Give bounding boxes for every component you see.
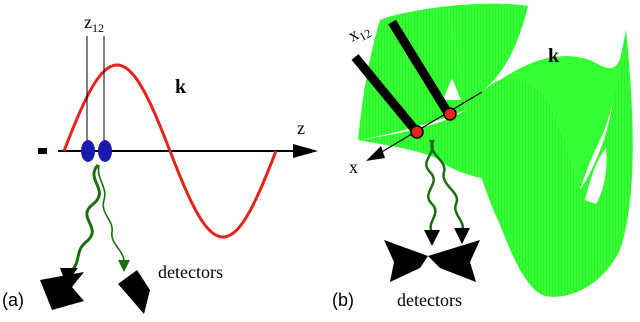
detector-left-b [384,240,428,282]
red-sine-wave [62,63,278,239]
z12-label: z12 [84,12,104,35]
mesh-wave-body [466,30,633,297]
panel-label-a: (a) [2,290,24,310]
mesh-wave-front-band [358,9,466,141]
photon-arrow-right [118,260,130,272]
mesh-wave-trough [500,30,626,190]
mesh-wave-lower-band [358,110,490,180]
atom-left-b [410,125,424,139]
z-axis-arrow [293,144,318,158]
x-axis-label: x [349,157,358,177]
photon-arrow-right-b [454,228,470,244]
x-axis-arrow [366,146,385,161]
detectors-label-b: detectors [397,290,462,310]
photon-path-right [97,164,125,263]
atom-right [98,140,112,162]
detector-right-b [428,240,480,282]
wavevector-k-label-a: k [175,76,187,98]
green-mesh-wave-surface [358,3,633,297]
z-axis-label: z [297,118,305,138]
photon-path-left [68,163,101,274]
detector-left [40,272,84,310]
detector-right [118,270,150,314]
detectors-label-a: detectors [158,262,223,282]
photon-path-left-b [425,139,437,233]
photon-arrow-left-b [424,230,440,246]
separation-bar-left [351,54,420,134]
mesh-wave-hole-right [585,148,607,204]
photon-path-right-b [430,139,464,231]
atom-left [81,140,95,162]
panel-label-b: (b) [332,290,354,310]
panel-a: z12 k z detectors (a) [2,12,318,314]
mesh-wave-hole-top [443,78,461,100]
mesh-wave-top-crest [380,3,528,111]
panel-b: x12 k x detectors (b) [332,3,633,310]
x-axis-line [374,91,483,157]
axis-left-marker [38,148,47,154]
separation-bar-right [388,19,452,116]
atom-right-b [443,107,457,121]
wavevector-k-label-b: k [548,45,560,67]
x12-label: x12 [344,18,373,48]
